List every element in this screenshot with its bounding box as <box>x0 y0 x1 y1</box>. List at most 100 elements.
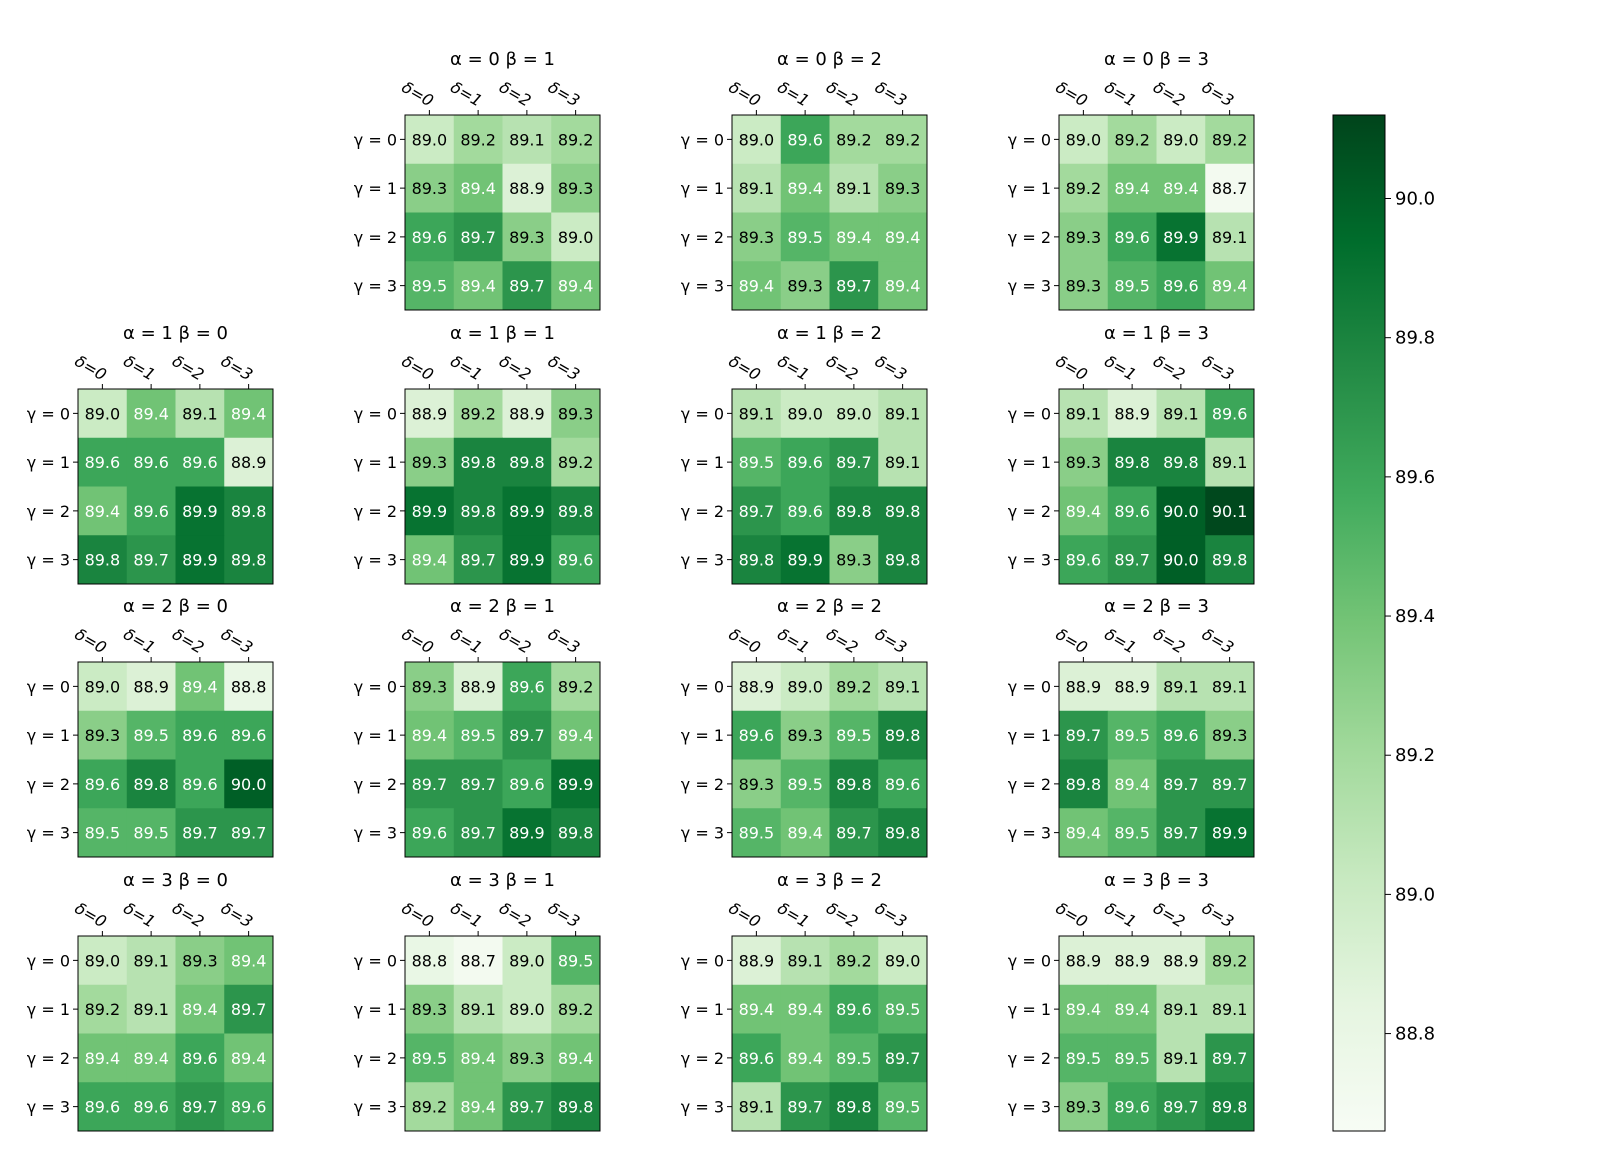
y-tick-label: γ = 3 <box>1008 824 1051 843</box>
heatmap-cell <box>780 936 830 986</box>
heatmap-cell <box>878 115 928 165</box>
x-tick-label: δ=2 <box>169 351 207 384</box>
cell-value-label: 89.4 <box>885 277 921 296</box>
cell-value-label: 89.8 <box>885 551 921 570</box>
cell-value-label: 89.1 <box>133 951 169 970</box>
y-tick-label: γ = 3 <box>27 1098 70 1117</box>
cell-value-label: 90.0 <box>1163 502 1199 521</box>
heatmap-cell <box>878 535 928 585</box>
cell-value-label: 89.2 <box>1066 179 1102 198</box>
heatmap-cell <box>1205 163 1255 213</box>
colorbar: 88.8 89.0 89.2 89.4 89.6 89.8 90.0 <box>1332 114 1435 1132</box>
cell-value-label: 89.7 <box>1212 775 1248 794</box>
cell-value-label: 89.8 <box>1212 551 1248 570</box>
y-tick-label: γ = 1 <box>681 179 724 198</box>
heatmap-cell <box>78 808 128 858</box>
x-tick-label: δ=1 <box>447 624 485 657</box>
cell-value-label: 89.1 <box>885 404 921 423</box>
x-tick-label: δ=1 <box>774 624 812 657</box>
x-tick-label: δ=1 <box>120 624 158 657</box>
heatmap-panel-a3-b2: α = 3 β = 2 88.9 89.1 89.2 89.0 89.4 89.4 89.6 8… <box>681 870 928 1132</box>
heatmap-cell <box>1205 984 1255 1034</box>
cell-value-label: 89.3 <box>787 277 823 296</box>
heatmap-cell <box>1205 437 1255 487</box>
cell-value-label: 89.6 <box>1114 228 1150 247</box>
panel-frame <box>731 661 928 858</box>
panel-frame <box>77 935 274 1132</box>
heatmap-cell <box>224 710 274 760</box>
heatmap-cell <box>1059 1033 1109 1083</box>
panel-frame <box>404 661 601 858</box>
cell-value-label: 89.9 <box>182 551 218 570</box>
cell-value-label: 89.3 <box>1066 453 1102 472</box>
heatmap-cell <box>78 486 128 536</box>
cell-value-label: 88.7 <box>460 951 496 970</box>
y-tick-label: γ = 1 <box>1008 179 1051 198</box>
cell-value-label: 89.0 <box>787 404 823 423</box>
heatmap-cell <box>780 486 830 536</box>
cell-value-label: 89.5 <box>1114 1049 1150 1068</box>
panel-frame <box>1058 661 1255 858</box>
panel-frame <box>731 388 928 585</box>
cell-value-label: 89.0 <box>558 228 594 247</box>
heatmap-cell <box>126 808 176 858</box>
heatmap-cell <box>405 984 455 1034</box>
heatmap-cell <box>1156 115 1206 165</box>
heatmap-cell <box>405 936 455 986</box>
heatmap-cell <box>1156 261 1206 311</box>
heatmap-cell <box>878 163 928 213</box>
cell-value-label: 89.6 <box>412 824 448 843</box>
cell-value-label: 89.8 <box>1212 1098 1248 1117</box>
cell-value-label: 89.4 <box>133 404 169 423</box>
cell-value-label: 89.6 <box>85 453 121 472</box>
y-tick-label: γ = 1 <box>27 1000 70 1019</box>
cell-value-label: 89.7 <box>509 726 545 745</box>
cell-value-label: 90.0 <box>1163 551 1199 570</box>
heatmap-cell <box>732 163 782 213</box>
heatmap-cell <box>1156 808 1206 858</box>
cell-value-label: 89.6 <box>231 726 267 745</box>
cell-value-label: 89.4 <box>739 1000 775 1019</box>
panel-title: α = 1 β = 1 <box>450 323 555 344</box>
x-tick-label: δ=3 <box>872 898 910 931</box>
heatmap-cell <box>1107 759 1157 809</box>
cell-value-label: 89.8 <box>558 502 594 521</box>
cell-value-label: 89.7 <box>182 824 218 843</box>
heatmap-cell <box>1107 808 1157 858</box>
heatmap-cell <box>551 163 601 213</box>
y-tick-label: γ = 0 <box>27 677 70 696</box>
cell-value-label: 89.6 <box>1212 404 1248 423</box>
heatmap-cell <box>453 486 503 536</box>
cell-value-label: 89.7 <box>1066 726 1102 745</box>
cell-value-label: 89.8 <box>836 502 872 521</box>
cell-value-label: 89.4 <box>1163 179 1199 198</box>
cell-value-label: 89.4 <box>182 677 218 696</box>
heatmap-cell <box>1205 261 1255 311</box>
cell-value-label: 89.1 <box>787 951 823 970</box>
cell-value-label: 89.5 <box>412 277 448 296</box>
cell-value-label: 88.9 <box>1114 951 1150 970</box>
cell-value-label: 89.4 <box>787 179 823 198</box>
cell-value-label: 89.7 <box>739 502 775 521</box>
cell-value-label: 89.1 <box>739 404 775 423</box>
cell-value-label: 88.9 <box>412 404 448 423</box>
heatmap-cell <box>1156 163 1206 213</box>
heatmap-panel-a1-b1: α = 1 β = 1 88.9 89.2 88.9 89.3 89.3 89.8 89.8 8… <box>354 323 601 585</box>
cell-value-label: 88.7 <box>1212 179 1248 198</box>
y-tick-label: γ = 2 <box>27 775 70 794</box>
heatmap-cell <box>78 535 128 585</box>
panel-title: α = 2 β = 3 <box>1104 596 1209 617</box>
cell-value-label: 89.6 <box>1066 551 1102 570</box>
heatmap-cell <box>502 984 552 1034</box>
heatmap-cell <box>780 662 830 712</box>
cell-value-label: 89.5 <box>1114 726 1150 745</box>
cell-value-label: 89.7 <box>787 1098 823 1117</box>
y-tick-label: γ = 3 <box>354 277 397 296</box>
heatmap-cell <box>175 389 225 439</box>
heatmap-cell <box>1107 662 1157 712</box>
heatmap-cell <box>732 936 782 986</box>
x-tick-label: δ=2 <box>496 351 534 384</box>
cell-value-label: 89.7 <box>231 1000 267 1019</box>
cell-value-label: 89.4 <box>412 551 448 570</box>
cell-value-label: 89.6 <box>1163 277 1199 296</box>
